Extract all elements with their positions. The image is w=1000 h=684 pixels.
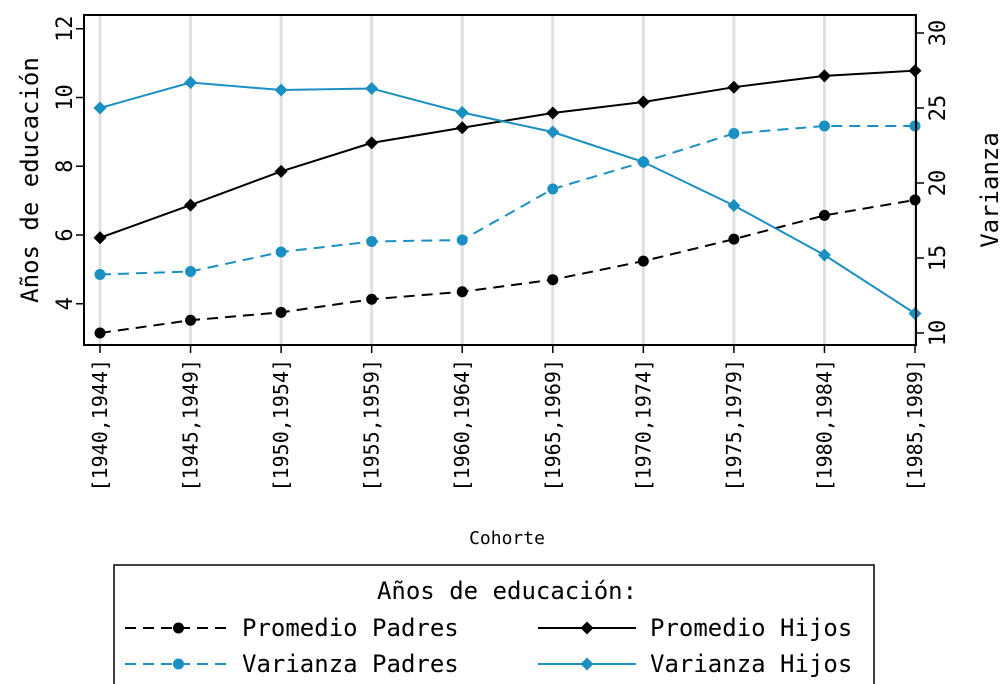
series-promedio-hijos <box>93 64 922 245</box>
legend-label: Promedio Padres <box>242 614 459 642</box>
data-point <box>547 183 559 195</box>
legend-item: Promedio Hijos <box>538 614 852 642</box>
x-tick-label: [1965,1969] <box>541 359 565 491</box>
data-point <box>818 209 830 221</box>
data-point <box>365 82 379 95</box>
x-tick-label: [1975,1979] <box>722 359 746 491</box>
data-point <box>637 255 649 267</box>
data-point <box>456 234 468 246</box>
legend-box <box>113 564 875 684</box>
left-tick-label: 4 <box>53 297 78 310</box>
left-axis: 4 6 8 10 12 <box>53 16 84 310</box>
x-tick-label: [1950,1954] <box>269 359 293 491</box>
data-point <box>366 293 378 305</box>
legend-label: Promedio Hijos <box>650 614 852 642</box>
data-point <box>93 231 107 245</box>
legend: Años de educación: Promedio Padres Promed… <box>113 564 875 684</box>
x-tick-label: [1940,1944] <box>88 359 112 491</box>
grid <box>98 15 917 345</box>
legend-item: Varianza Hijos <box>538 650 852 678</box>
data-point <box>817 69 831 83</box>
series-varianza-padres <box>94 120 921 280</box>
data-point <box>455 121 469 135</box>
data-point <box>366 236 378 247</box>
x-axis-title: Cohorte <box>469 528 545 549</box>
legend-swatch-marker <box>173 658 184 670</box>
x-tick-label: [1980,1984] <box>812 359 836 491</box>
data-point <box>185 314 197 326</box>
data-point <box>818 120 830 132</box>
legend-item: Varianza Padres <box>125 650 459 678</box>
data-point <box>727 199 741 212</box>
series-line <box>99 69 916 239</box>
legend-label: Varianza Padres <box>242 650 459 678</box>
data-point <box>275 306 287 318</box>
legend-swatch-marker <box>173 622 184 634</box>
series-layer <box>93 64 922 339</box>
series-promedio-padres <box>94 194 921 339</box>
data-point <box>728 233 740 245</box>
data-point <box>184 76 198 89</box>
data-point <box>546 106 560 120</box>
plot-frame <box>83 14 917 346</box>
x-tick-label: [1955,1959] <box>360 359 384 491</box>
data-point <box>456 286 468 298</box>
data-point <box>727 80 741 94</box>
legend-item: Promedio Padres <box>125 614 459 642</box>
series-line <box>99 125 915 276</box>
left-tick-label: 8 <box>53 160 78 173</box>
series-line <box>99 81 916 315</box>
data-point <box>636 155 650 169</box>
data-point <box>365 136 379 150</box>
left-tick-label: 6 <box>53 228 78 241</box>
right-axis: 10 15 20 25 30 <box>916 20 951 347</box>
series-line <box>99 198 916 334</box>
data-point <box>93 101 107 115</box>
right-tick-label: 20 <box>926 170 951 197</box>
right-axis-title: Varianza <box>976 132 1000 248</box>
data-point <box>546 125 560 139</box>
legend-label: Varianza Hijos <box>650 650 852 678</box>
data-point <box>817 248 831 262</box>
right-tick-label: 25 <box>926 95 951 122</box>
data-point <box>185 266 197 277</box>
data-point <box>455 106 469 119</box>
legend-swatch-marker <box>580 621 594 635</box>
x-tick-label: [1960,1964] <box>450 359 474 491</box>
data-point <box>94 269 106 280</box>
data-point <box>94 327 106 339</box>
legend-title: Años de educación: <box>377 577 637 605</box>
left-tick-label: 10 <box>53 84 78 111</box>
x-tick-label: [1945,1949] <box>179 359 203 491</box>
data-point <box>274 164 288 178</box>
data-point <box>275 246 287 258</box>
series-varianza-hijos <box>93 76 922 320</box>
left-tick-label: 12 <box>53 16 78 43</box>
data-point <box>728 128 740 139</box>
legend-swatch-marker <box>580 657 594 671</box>
data-point <box>184 198 198 212</box>
right-tick-label: 15 <box>926 245 951 272</box>
legend-items: Promedio Padres Promedio Hijos Varianza Pa… <box>125 614 852 678</box>
data-point <box>274 83 288 97</box>
right-tick-label: 30 <box>926 20 951 47</box>
data-point <box>636 95 650 109</box>
left-axis-title: Años de educación <box>16 57 44 303</box>
data-point <box>547 274 559 286</box>
x-axis: [1940,1944] [1945,1949] [1950,1954] [1955,1… <box>88 345 927 491</box>
right-tick-label: 10 <box>926 320 951 347</box>
x-tick-label: [1985,1989] <box>903 359 927 491</box>
x-tick-label: [1970,1974] <box>631 359 655 491</box>
